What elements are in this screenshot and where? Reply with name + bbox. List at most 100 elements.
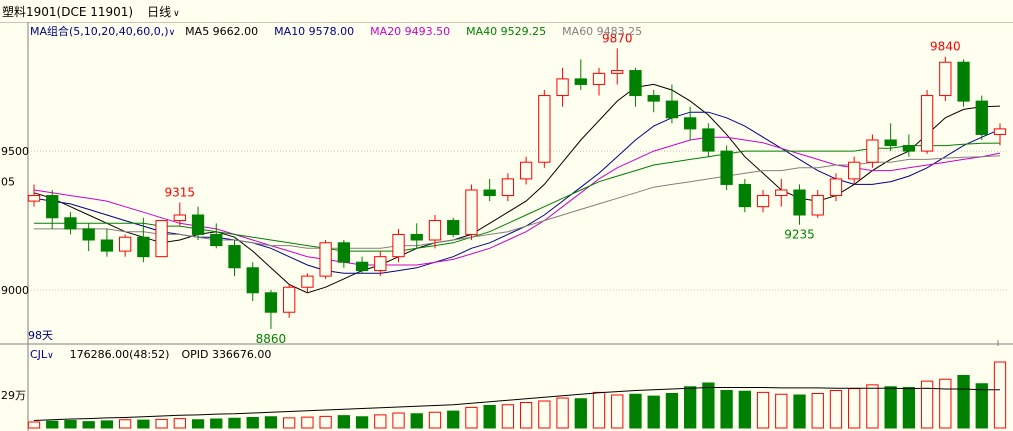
candle-body — [447, 220, 460, 235]
candle-body — [829, 178, 843, 197]
candle-body — [27, 195, 41, 202]
volume-bar — [738, 390, 751, 429]
extreme-annotation: 9235 — [784, 228, 815, 242]
volume-indicator-selector[interactable]: CJL∨ — [30, 348, 54, 361]
candle-body — [993, 128, 1007, 135]
candle-body — [975, 100, 988, 135]
extreme-annotation: 9840 — [930, 40, 961, 54]
volume-bar — [519, 402, 533, 429]
volume-bar — [647, 395, 660, 429]
volume-bar — [993, 361, 1007, 429]
volume-bar — [793, 394, 806, 429]
volume-bar — [64, 420, 77, 429]
extreme-annotation: 8860 — [256, 332, 287, 346]
candle-body — [848, 161, 861, 180]
volume-bar — [975, 383, 988, 429]
candle-body — [720, 150, 733, 185]
candle-body — [519, 161, 533, 180]
volume-bar — [501, 404, 515, 429]
volume-bar — [920, 380, 934, 429]
volume-bar — [447, 410, 460, 429]
candle-body — [118, 236, 132, 252]
candle-body — [665, 100, 679, 119]
volume-bar — [137, 419, 150, 429]
opid-value: OPID 336676.00 — [181, 347, 272, 361]
volume-bar — [538, 400, 551, 429]
chevron-down-icon: ∨ — [173, 8, 180, 19]
candle-body — [574, 78, 587, 85]
volume-bar — [355, 416, 369, 429]
candle-body — [775, 189, 788, 197]
volume-legend: CJL∨ 176286.00(48:52) OPID 336676.00 — [30, 346, 283, 362]
volume-bar — [902, 387, 916, 429]
candle-body — [738, 183, 751, 208]
candle-body — [939, 61, 952, 97]
legend-ma10: MA10 9578.00 — [274, 24, 355, 38]
candle-body — [100, 239, 114, 252]
legend-ma5: MA5 9662.00 — [185, 24, 259, 38]
candle-body — [392, 233, 405, 258]
candle-body — [137, 236, 150, 258]
volume-bar — [556, 397, 569, 429]
candle-body — [538, 95, 551, 163]
period-selector[interactable]: 日线 ∨ — [147, 3, 182, 20]
price-tick-label: 05 — [1, 176, 15, 189]
candle-body — [283, 286, 296, 313]
volume-bar — [592, 391, 606, 429]
period-label: 日线 — [147, 4, 172, 19]
volume-bar — [611, 394, 624, 429]
ma-line-ma20 — [33, 136, 1001, 266]
extreme-annotation: 9315 — [165, 186, 196, 200]
candle-body — [902, 145, 916, 152]
ma-combo-label: MA组合(5,10,20,40,60,0,) — [30, 25, 169, 38]
volume-bar — [337, 415, 350, 429]
volume-tick-label: 29万 — [1, 389, 26, 402]
candle-body — [866, 139, 879, 163]
volume-bar — [720, 390, 733, 429]
candle-body — [64, 217, 77, 230]
volume-bar — [374, 414, 387, 429]
volume-value: 176286.00(48:52) — [69, 347, 170, 361]
volume-bar — [884, 386, 897, 429]
candle-body — [264, 292, 278, 313]
candle-body — [428, 220, 442, 241]
candle-body — [811, 195, 824, 216]
ma-line-ma60 — [34, 155, 1001, 249]
chevron-down-icon: ∨ — [168, 28, 176, 38]
candle-body — [592, 72, 606, 85]
candle-body — [337, 242, 350, 263]
candle-body — [155, 220, 168, 258]
ma-legend: MA组合(5,10,20,40,60,0,)∨ MA5 9662.00 MA10… — [30, 23, 658, 39]
volume-bar — [283, 417, 296, 429]
volume-bar — [829, 390, 843, 429]
volume-bar — [957, 375, 970, 429]
volume-bar — [574, 398, 587, 429]
volume-bar — [392, 412, 405, 429]
volume-bar — [82, 421, 95, 429]
candle-body — [82, 228, 95, 241]
candle-body — [173, 214, 186, 222]
volume-bar — [210, 418, 223, 429]
volume-bar — [191, 419, 205, 429]
candle-body — [884, 139, 897, 147]
candle-body — [246, 267, 259, 294]
candle-body — [647, 95, 660, 102]
volume-bar — [264, 416, 278, 429]
candle-body — [793, 189, 806, 216]
candle-body — [556, 78, 569, 97]
volume-bar — [775, 393, 788, 429]
volume-bar — [155, 418, 168, 429]
candle-body — [629, 70, 642, 97]
volume-bar — [27, 421, 41, 429]
candle-body — [465, 189, 478, 235]
candle-body — [210, 233, 223, 247]
volume-indicator-label: CJL — [30, 347, 48, 361]
ma-combo-selector[interactable]: MA组合(5,10,20,40,60,0,)∨ — [30, 23, 175, 39]
volume-bar — [118, 419, 132, 429]
volume-bar — [46, 420, 59, 429]
candle-body — [191, 214, 205, 235]
price-tick-label: 9500 — [1, 145, 29, 158]
days-label: 98天 — [28, 329, 53, 342]
